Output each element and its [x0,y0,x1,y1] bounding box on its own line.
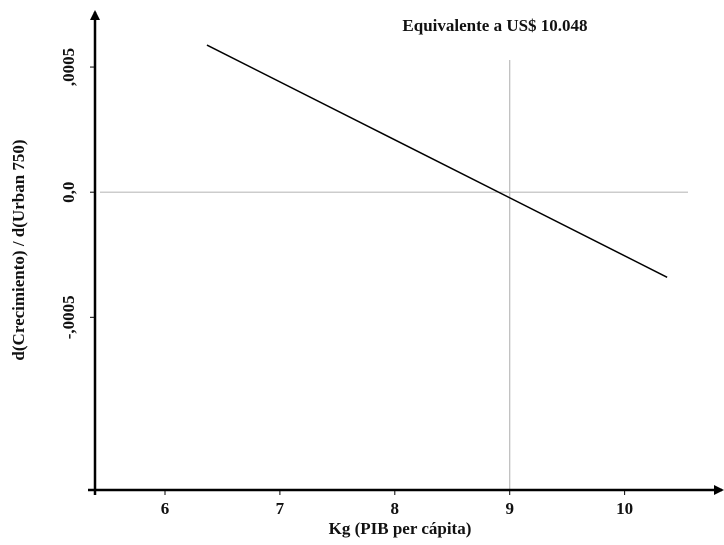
y-axis-label: d(Crecimiento) / d(Urban 750) [9,139,28,360]
x-tick-label: 6 [161,499,170,518]
x-tick-label: 7 [276,499,285,518]
plot-area: 6 7 8 9 10 ,0005 0,0 -,0005 [59,44,688,518]
x-tick-label: 8 [391,499,400,518]
data-line [206,44,668,278]
x-tick-label: 9 [505,499,514,518]
x-axis-label: Kg (PIB per cápita) [329,519,472,538]
x-tick-label: 10 [616,499,633,518]
y-tick-label: -,0005 [59,295,78,339]
y-tick-label: ,0005 [59,48,78,86]
y-tick-label: 0,0 [59,182,78,203]
annotation: Equivalente a US$ 10.048 [402,16,587,35]
